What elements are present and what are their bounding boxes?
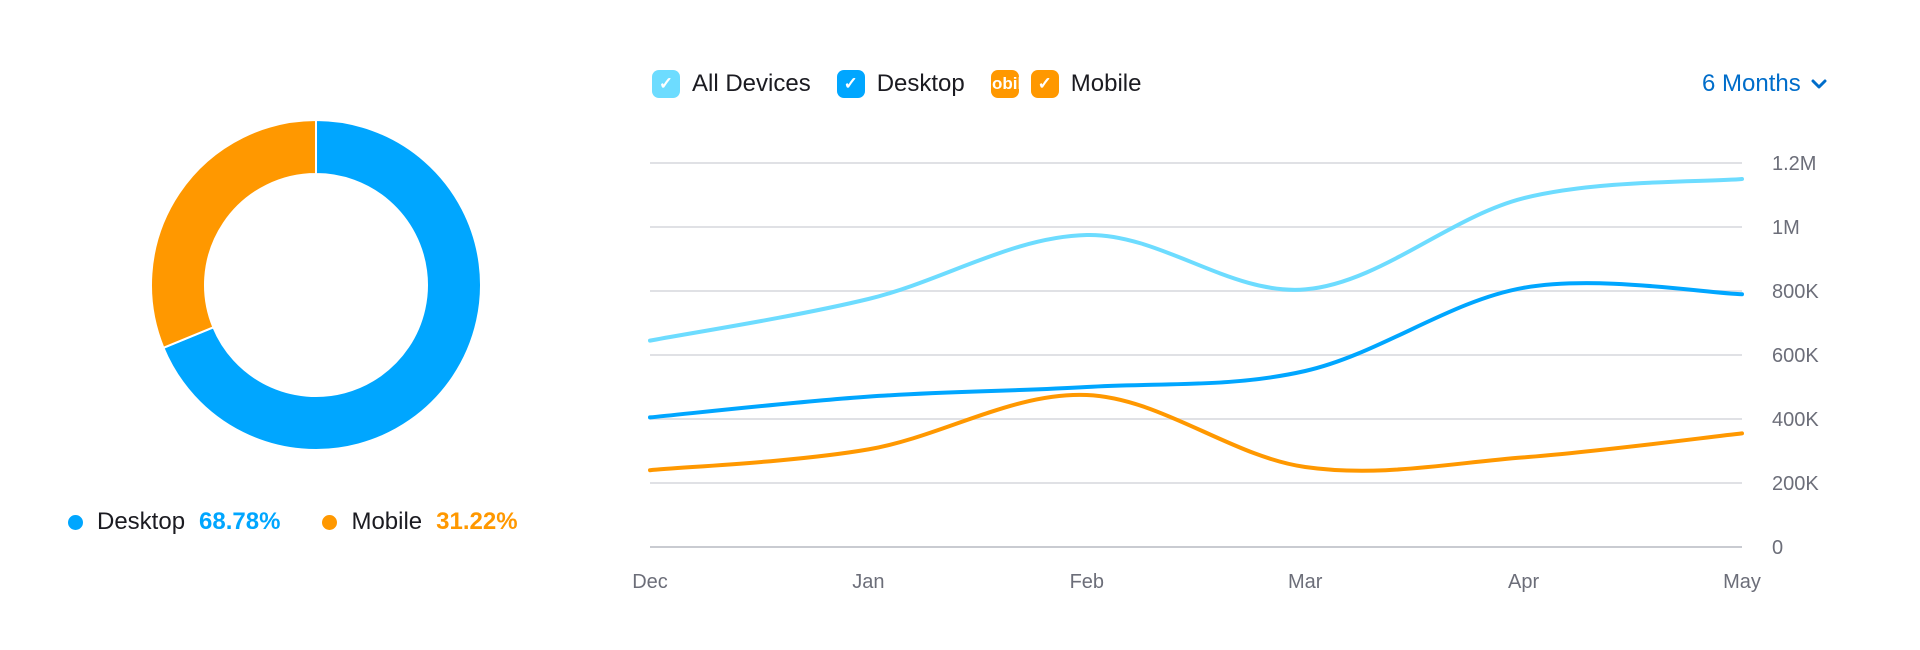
series-line-all-devices [648,177,1744,343]
mobile-dot-icon [322,514,338,530]
y-tick-label: 1.2M [1772,153,1816,175]
checkbox-checked-icon[interactable]: Mobile [978,70,1032,98]
y-tick-label: 1M [1772,217,1800,239]
donut-legend-desktop-value: 68.78% [199,508,281,535]
range-selector-label: 6 Months [1702,70,1801,97]
donut-legend-mobile: Mobile 31.22% [322,508,518,536]
desktop-dot-icon [68,514,83,530]
y-tick-label: 0 [1772,537,1783,559]
y-tick-label: 600K [1772,345,1819,367]
toggle-desktop[interactable]: ✓ Desktop [836,70,965,98]
checkbox-checked-icon[interactable]: ✓ [836,70,865,98]
series-line-desktop [648,281,1744,420]
donut-slice-desktop [162,118,482,451]
x-tick-label: Apr [1508,571,1539,593]
series-legend: ✓ All Devices ✓ Desktop Mobile ✓ Mobile [652,70,1167,98]
donut-legend-desktop: Desktop 68.78% [68,508,280,536]
series-line-mobile [648,392,1744,473]
donut-legend: Desktop 68.78% Mobile 31.22% [68,508,560,536]
donut-legend-desktop-label: Desktop [97,508,186,535]
x-tick-label: Jan [852,571,884,593]
checkbox-checked-icon[interactable]: ✓ [652,70,680,98]
x-tick-label: Dec [632,571,668,593]
toggle-mobile[interactable]: Mobile ✓ Mobile [978,70,1142,98]
donut-slice-mobile [150,118,317,350]
device-share-donut [150,118,482,451]
x-tick-label: Feb [1070,571,1104,593]
donut-legend-mobile-value: 31.22% [436,508,518,535]
x-tick-label: Mar [1288,571,1323,593]
desktop-label: Desktop [876,70,965,97]
chevron-down-icon [1811,79,1827,89]
y-tick-label: 400K [1772,409,1819,431]
y-tick-label: 800K [1772,281,1819,303]
all-devices-label: All Devices [692,70,811,97]
mobile-label: Mobile [1070,70,1142,97]
donut-legend-mobile-label: Mobile [351,508,423,535]
y-tick-label: 200K [1772,473,1819,495]
toggle-all-devices[interactable]: ✓ All Devices [652,70,811,98]
range-selector-dropdown[interactable]: 6 Months [1702,70,1827,98]
checkbox-checked-icon[interactable]: ✓ [1030,70,1059,98]
x-tick-label: May [1723,571,1761,593]
